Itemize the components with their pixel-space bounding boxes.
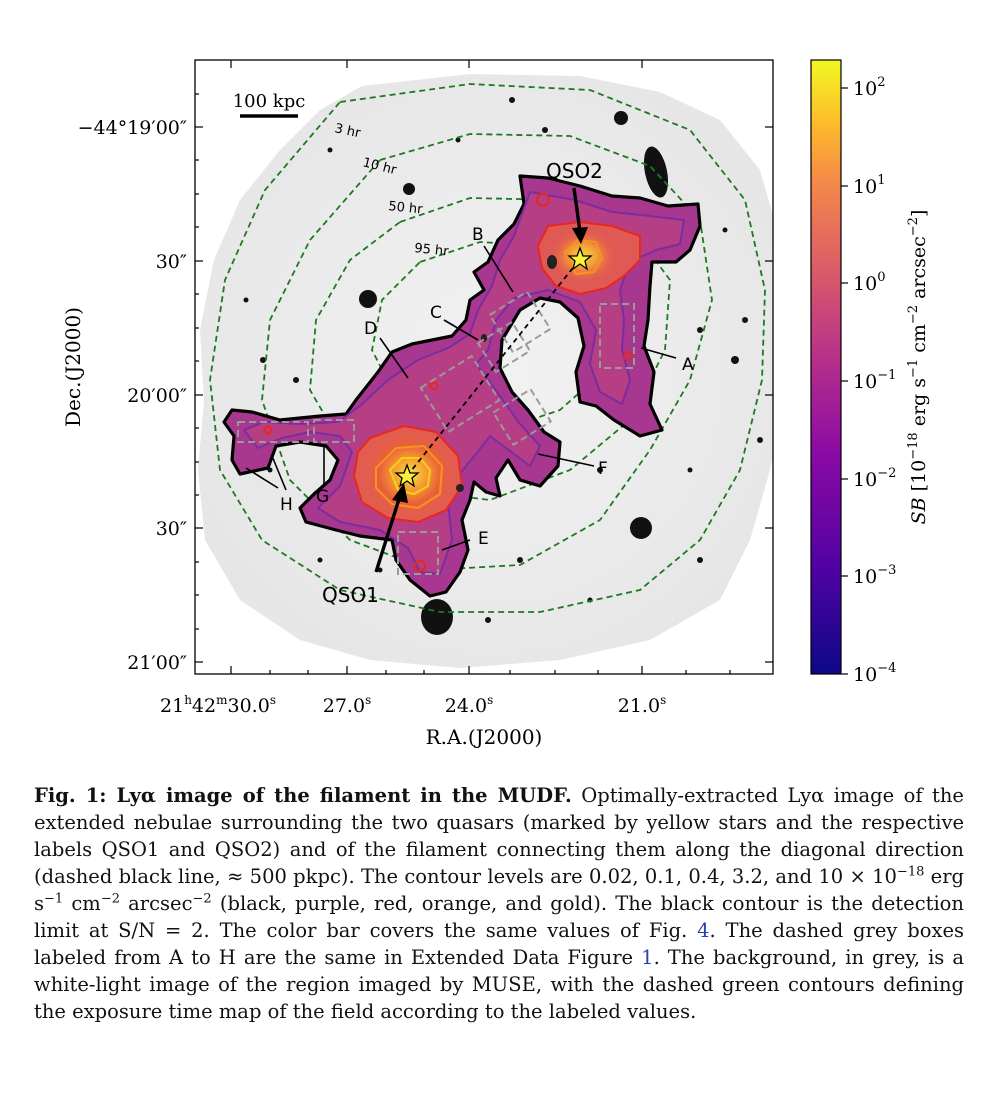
colorbar-tick-label: 10−1 xyxy=(853,368,896,393)
region-label-g: G xyxy=(316,487,329,507)
caption-text: cm xyxy=(63,892,101,915)
region-label-h: H xyxy=(280,495,293,515)
ra-tick-label: 24.0s xyxy=(445,693,493,717)
caption-exponent: −2 xyxy=(192,891,212,907)
colorbar-label: SB [10−18 erg s−1 cm−2 arcsec−2] xyxy=(906,210,930,525)
region-label-c: C xyxy=(430,303,442,323)
region-label-f: F xyxy=(598,459,608,479)
extended-figure-reference-link[interactable]: 1 xyxy=(641,946,654,969)
caption-exponent: −2 xyxy=(100,891,120,907)
region-box-g xyxy=(313,419,355,443)
exposure-labels: 3 hr 10 hr 50 hr 95 hr xyxy=(333,121,450,259)
orange-contour-qso1 xyxy=(375,444,444,510)
caption-title: Lyα image of the filament in the MUDF. xyxy=(116,784,572,807)
qso1-star-icon xyxy=(394,463,420,488)
region-box-c xyxy=(476,320,532,374)
red-clump xyxy=(623,351,633,361)
ra-tick-labels: 21h42m30.0s 27.0s 24.0s 21.0s xyxy=(160,693,666,717)
dec-tick-label: 20′00″ xyxy=(127,385,187,407)
region-box-e xyxy=(397,531,439,575)
qso2-label: QSO2 xyxy=(546,159,603,183)
exposure-contour-10hr xyxy=(261,133,713,571)
dec-tick-label: 21′00″ xyxy=(127,652,187,674)
caption-exponent: −18 xyxy=(896,864,925,880)
map-frame xyxy=(194,59,774,675)
x-axis-label: R.A.(J2000) xyxy=(426,725,543,749)
exposure-label-95hr: 95 hr xyxy=(414,241,450,260)
figure-panel: 100 kpc 3 hr 10 hr 50 hr 95 hr A B C D E… xyxy=(61,59,930,749)
caption-exponent: −1 xyxy=(44,891,64,907)
caption-colon: : xyxy=(99,784,117,807)
colorbar xyxy=(810,59,842,675)
qso2-star-icon xyxy=(567,246,593,271)
colorbar-tick-label: 102 xyxy=(853,75,885,100)
red-clump xyxy=(429,381,439,391)
region-label-d: D xyxy=(364,319,377,339)
dec-tick-label: −44°19′00″ xyxy=(78,117,187,139)
region-label-a: A xyxy=(682,355,694,375)
region-box-d xyxy=(419,354,501,434)
colorbar-tick-labels: 102 101 100 10−1 10−2 10−3 10−4 xyxy=(853,75,896,686)
exposure-contour-50hr xyxy=(309,197,671,501)
figure-reference-link[interactable]: 4 xyxy=(697,919,710,942)
region-box-h xyxy=(237,421,309,443)
region-box-f xyxy=(491,387,553,447)
caption-text: (black, purple, red, orange, and gold). … xyxy=(34,892,964,942)
caption-fig-label: Fig. 1 xyxy=(34,784,100,807)
colorbar-tick-label: 100 xyxy=(853,270,885,295)
region-label-b: B xyxy=(472,225,484,245)
caption-text: . The dashed grey boxes labeled from A t… xyxy=(34,919,964,969)
colorbar-tick-label: 101 xyxy=(853,173,885,198)
colorbar-tick-label: 10−3 xyxy=(853,563,896,588)
caption-text: erg s xyxy=(34,865,964,915)
caption-text: Optimally-extracted Lyα image of the ext… xyxy=(34,784,964,888)
colorbar-ticks xyxy=(841,87,848,675)
region-box-a xyxy=(599,303,635,369)
qso-arrows xyxy=(374,187,588,573)
caption-text: arcsec xyxy=(119,892,193,915)
background-sources xyxy=(243,97,763,635)
scalebar-label: 100 kpc xyxy=(233,91,306,112)
colorbar-tick-label: 10−4 xyxy=(853,661,896,686)
qso1-label: QSO1 xyxy=(322,583,379,607)
red-clump xyxy=(536,193,550,207)
y-axis-label: Dec.(J2000) xyxy=(61,307,85,427)
caption-text: . The background, in grey, is a white-li… xyxy=(34,946,964,1023)
dec-tick-label: 30″ xyxy=(156,518,187,540)
region-labels: A B C D E F G H xyxy=(280,225,694,549)
filament-line xyxy=(406,258,581,477)
exposure-label-3hr: 3 hr xyxy=(333,121,362,141)
ra-tick-label: 21h42m30.0s xyxy=(160,693,276,717)
lya-map-figure: 100 kpc 3 hr 10 hr 50 hr 95 hr A B C D E… xyxy=(61,59,930,749)
ra-tick-label: 27.0s xyxy=(323,693,371,717)
ra-tick-label: 21.0s xyxy=(618,693,666,717)
red-clump xyxy=(263,425,273,435)
exposure-contour-3hr xyxy=(209,83,766,613)
embedded-source xyxy=(547,255,557,269)
exposure-label-50hr: 50 hr xyxy=(388,199,424,218)
orange-contour-qso2 xyxy=(563,238,604,276)
region-arrows xyxy=(245,245,677,551)
dec-tick-labels: −44°19′00″ 30″ 20′00″ 30″ 21′00″ xyxy=(78,117,187,674)
dec-tick-label: 30″ xyxy=(156,251,187,273)
embedded-source xyxy=(456,484,464,492)
colorbar-tick-label: 10−2 xyxy=(853,466,896,491)
figure-caption: Fig. 1: Lyα image of the filament in the… xyxy=(34,782,964,1025)
axis-ticks xyxy=(195,60,773,674)
region-label-e: E xyxy=(478,529,489,549)
red-clump xyxy=(414,560,426,572)
